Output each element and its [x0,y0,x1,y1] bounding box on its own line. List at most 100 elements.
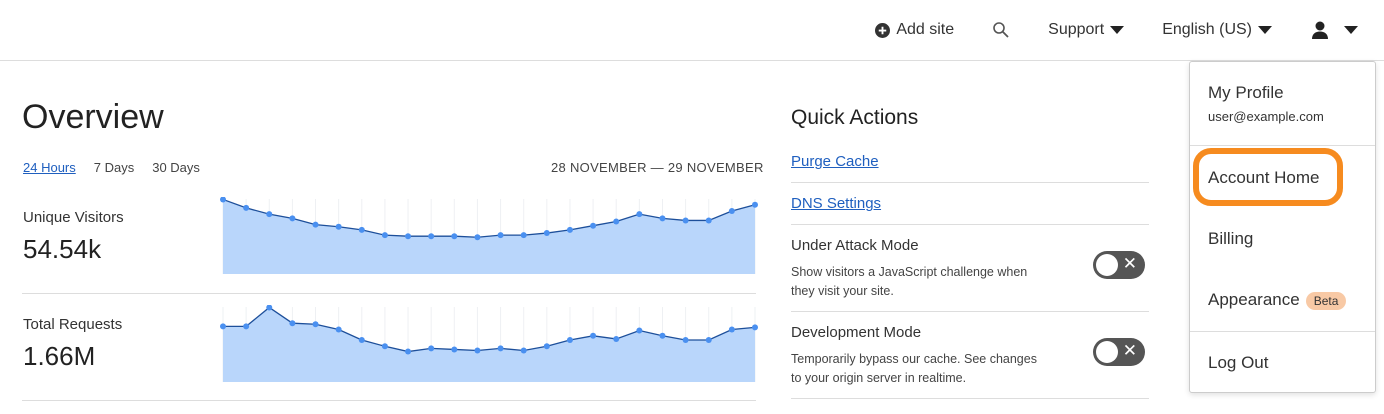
data-point [451,346,458,353]
unique-visitors-chart [220,197,758,274]
language-dropdown[interactable]: English (US) [1162,21,1272,39]
data-point [636,327,643,334]
data-point [752,324,758,331]
divider [22,400,756,401]
divider [791,224,1149,225]
caret-down-icon [1344,26,1358,34]
total-requests-chart [220,305,758,382]
close-icon: ✕ [1122,254,1137,273]
user-menu-button[interactable] [1310,20,1358,40]
toggle-knob [1096,254,1118,276]
area-fill [223,307,755,382]
data-point [335,326,342,333]
data-point [289,215,296,222]
data-point [566,226,573,233]
data-point [590,332,597,339]
tab-30-days[interactable]: 30 Days [152,160,200,175]
language-label: English (US) [1162,21,1252,38]
dns-settings-link[interactable]: DNS Settings [791,195,882,212]
search-button[interactable] [992,21,1010,39]
toggle-knob [1096,341,1118,363]
purge-cache-link[interactable]: Purge Cache [791,153,879,170]
unique-visitors-metric: Unique Visitors 54.54k [23,209,124,265]
data-point [474,347,481,354]
data-point [243,204,250,211]
data-point [682,337,689,343]
data-point [220,323,226,330]
user-dropdown-menu: My Profile user@example.com Account Home… [1189,61,1376,393]
under-attack-toggle[interactable]: ✕ [1093,251,1145,279]
dev-mode-title: Development Mode [791,324,922,341]
tab-24-hours[interactable]: 24 Hours [23,160,76,175]
under-attack-title: Under Attack Mode [791,237,919,254]
data-point [289,320,296,327]
data-point [220,197,226,203]
menu-divider [1190,145,1375,146]
data-point [266,305,273,311]
menu-divider [1190,331,1375,332]
data-point [566,337,573,343]
data-point [636,211,643,218]
data-point [613,218,620,225]
under-attack-desc: Show visitors a JavaScript challenge whe… [791,265,1028,298]
date-range: 28 NOVEMBER — 29 NOVEMBER [551,160,764,175]
quick-actions-title: Quick Actions [791,106,919,129]
search-icon [993,22,1009,38]
divider [791,182,1149,183]
data-point [543,230,550,237]
beta-badge: Beta [1305,291,1347,310]
highlight-annotation [1193,148,1343,206]
data-point [497,345,504,352]
series-line [222,198,756,238]
data-point [358,226,365,233]
close-icon: ✕ [1122,341,1137,360]
appearance-label: Appearance [1208,290,1300,309]
divider [22,293,756,294]
menu-item-log-out[interactable]: Log Out [1208,353,1269,372]
metric-value: 1.66M [23,341,96,371]
user-email: user@example.com [1208,109,1324,124]
data-point [497,232,504,239]
data-point [266,211,273,218]
data-point [659,332,666,339]
data-point [705,217,712,224]
data-point [728,208,735,214]
metric-value: 54.54k [23,234,102,264]
data-point [705,337,712,343]
plus-circle-icon [875,22,891,38]
data-point [405,348,412,355]
dev-mode-toggle[interactable]: ✕ [1093,338,1145,366]
menu-item-appearance[interactable]: Appearance Beta [1208,290,1347,310]
caret-down-icon [1258,26,1272,34]
data-point [312,321,319,328]
data-point [613,335,620,342]
time-range-tabs: 24 Hours 7 Days 30 Days [23,160,200,175]
user-icon [1312,21,1328,39]
support-label: Support [1048,21,1105,38]
tab-7-days[interactable]: 7 Days [93,160,135,175]
data-point [335,223,342,230]
caret-down-icon [1110,26,1125,34]
menu-item-my-profile[interactable]: My Profile [1208,83,1284,102]
page-title: Overview [22,98,164,136]
data-point [728,326,735,333]
data-point [243,323,250,330]
data-point [682,217,689,224]
metric-label: Unique Visitors [23,209,124,226]
menu-item-billing[interactable]: Billing [1208,229,1254,248]
series-line [223,306,756,353]
data-point [451,233,458,240]
divider [791,311,1149,312]
metric-label: Total Requests [23,316,123,333]
support-dropdown[interactable]: Support [1048,21,1125,39]
data-point [428,345,435,352]
add-site-button[interactable]: Add site [875,21,954,39]
data-point [474,234,481,241]
data-point [520,232,527,239]
top-bar: Add site Support English (US) [0,0,1384,61]
data-point [405,233,412,240]
menu-item-account-home[interactable]: Account Home [1208,168,1320,187]
dev-mode-desc: Temporarily bypass our cache. See change… [791,352,1037,385]
data-point [381,232,388,239]
add-site-label: Add site [896,21,955,38]
